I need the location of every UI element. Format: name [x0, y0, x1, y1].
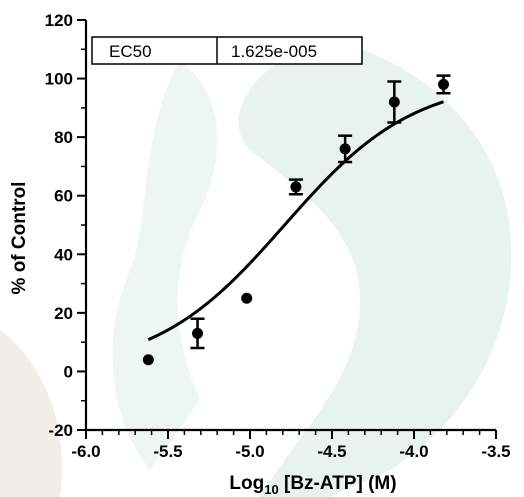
x-axis-title-rest: [Bz-ATP] (M) — [279, 473, 397, 494]
x-tick-label: -3.5 — [481, 442, 510, 461]
x-axis-title: Log10 [Bz-ATP] (M) — [229, 473, 396, 497]
data-point — [438, 79, 449, 90]
y-tick-label: 120 — [45, 11, 73, 30]
data-point — [143, 354, 154, 365]
x-tick-label: -4.5 — [317, 442, 346, 461]
data-point — [192, 328, 203, 339]
y-tick-label: 40 — [54, 245, 73, 264]
y-tick-label: 80 — [54, 128, 73, 147]
y-axis-title: % of Control — [9, 182, 30, 295]
x-tick-label: -6.0 — [71, 442, 100, 461]
y-tick-label: 100 — [45, 70, 73, 89]
data-point — [290, 181, 301, 192]
ec50-table: EC50 1.625e-005 — [92, 37, 362, 64]
data-point — [241, 293, 252, 304]
fit-curve — [148, 102, 443, 340]
data-point — [389, 97, 400, 108]
ec50-label: EC50 — [109, 42, 152, 61]
x-axis-title-log: Log — [229, 473, 264, 494]
y-tick-label: 60 — [54, 187, 73, 206]
y-tick-label: 20 — [54, 304, 73, 323]
y-tick-label: 0 — [64, 362, 73, 381]
x-tick-label: -5.5 — [153, 442, 182, 461]
axes — [86, 20, 496, 430]
x-tick-label: -5.0 — [235, 442, 264, 461]
x-tick-label: -4.0 — [399, 442, 428, 461]
ticks: -20 0 20 40 60 80 100 120 -6.0 -5.5 -5.0 -4.5 -4.0 -3… — [45, 11, 511, 461]
y-tick-label: -20 — [48, 421, 73, 440]
data-point — [340, 143, 351, 154]
ec50-value: 1.625e-005 — [231, 42, 317, 61]
x-axis-title-subscript: 10 — [264, 482, 278, 497]
fit-curve-layer — [148, 102, 443, 340]
